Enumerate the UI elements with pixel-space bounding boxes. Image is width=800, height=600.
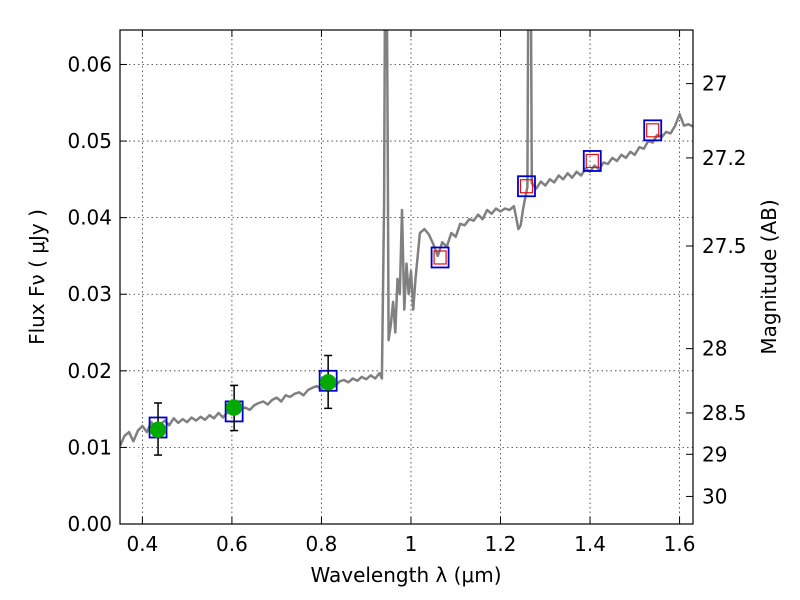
y-tick-label: 0.04 bbox=[67, 206, 112, 230]
model-inner-marker bbox=[519, 179, 534, 194]
y2-tick-label: 28 bbox=[702, 337, 727, 361]
y2-tick-label: 28.5 bbox=[702, 401, 747, 425]
y2-tick-label: 27 bbox=[702, 72, 727, 96]
y-axis-ticks: 0.00 0.01 0.02 0.03 0.04 0.05 0.06 bbox=[67, 52, 127, 536]
model-markers bbox=[148, 119, 663, 439]
y2-axis-label: Magnitude (AB) bbox=[757, 199, 781, 354]
observed-point bbox=[149, 421, 167, 439]
plot-frame bbox=[119, 29, 694, 525]
y-tick-label: 0.06 bbox=[67, 52, 112, 76]
model-box-marker bbox=[517, 175, 536, 198]
y-tick-label: 0.03 bbox=[67, 282, 112, 306]
x-tick-label: 1 bbox=[405, 532, 418, 556]
observed-point bbox=[225, 399, 243, 416]
x-axis-ticks: 0.4 0.6 0.8 1 1.2 1.4 1.6 bbox=[126, 30, 695, 556]
y-tick-label: 0.01 bbox=[67, 435, 112, 459]
observed-point bbox=[319, 374, 337, 391]
model-box-marker bbox=[582, 150, 602, 172]
model-inner-marker bbox=[646, 123, 660, 138]
y-tick-label: 0.00 bbox=[67, 512, 112, 536]
x-tick-label: 1.2 bbox=[485, 532, 517, 556]
model-box-marker bbox=[430, 246, 450, 269]
y-tick-label: 0.02 bbox=[67, 359, 112, 383]
model-inner-marker bbox=[585, 153, 599, 169]
x-tick-label: 0.8 bbox=[306, 532, 338, 556]
observed-points bbox=[149, 354, 337, 456]
y2-axis-ticks: 27 27.2 27.5 28 28.5 29 30 bbox=[686, 72, 747, 508]
x-tick-label: 1.6 bbox=[664, 532, 696, 556]
y-axis-label: Flux Fν ( μJy ) bbox=[25, 209, 49, 345]
x-tick-label: 0.6 bbox=[216, 532, 248, 556]
model-inner-marker bbox=[433, 250, 447, 265]
spectrum-line bbox=[120, 30, 693, 447]
y2-tick-label: 30 bbox=[702, 484, 727, 508]
x-tick-label: 1.4 bbox=[574, 532, 606, 556]
y2-tick-label: 27.5 bbox=[702, 234, 747, 258]
y2-tick-label: 27.2 bbox=[702, 146, 747, 170]
model-box-marker bbox=[643, 119, 663, 142]
x-tick-label: 0.4 bbox=[126, 532, 158, 556]
grid-lines bbox=[120, 30, 693, 525]
y2-tick-label: 29 bbox=[702, 442, 727, 466]
x-axis-label: Wavelength λ (μm) bbox=[310, 563, 501, 587]
y-tick-label: 0.05 bbox=[67, 129, 112, 153]
